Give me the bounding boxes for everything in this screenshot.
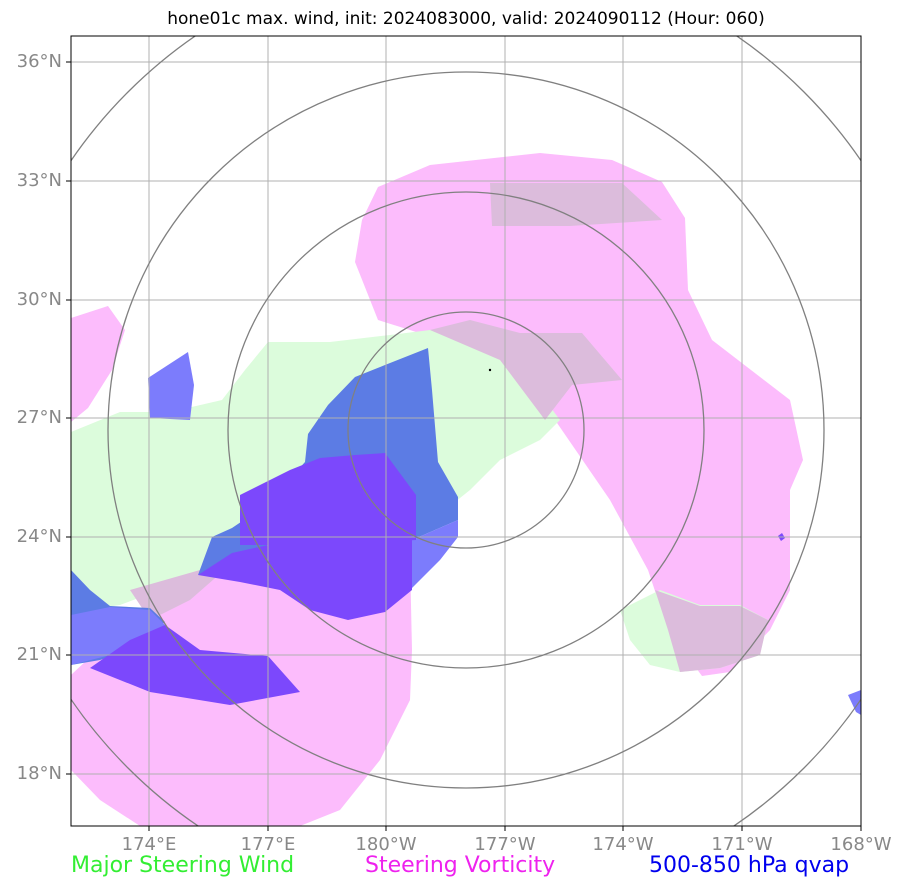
legend-major-steering-wind: Major Steering Wind (71, 853, 295, 878)
lat-label-30n: 30°N (16, 289, 62, 310)
storm-center-marker (488, 368, 492, 372)
axis-ticks (66, 61, 862, 831)
lat-label-24n: 24°N (16, 526, 62, 547)
lat-label-36n: 36°N (16, 51, 62, 72)
lon-label-177w: 177°W (474, 834, 536, 855)
lon-label-177e: 177°E (240, 834, 296, 855)
lon-label-168w: 168°W (830, 834, 892, 855)
lat-label-33n: 33°N (16, 170, 62, 191)
legend-qvap: 500-850 hPa qvap (649, 853, 850, 878)
lat-label-21n: 21°N (16, 644, 62, 665)
lat-label-18n: 18°N (16, 763, 62, 784)
lon-label-174w: 174°W (592, 834, 654, 855)
lat-label-27n: 27°N (16, 407, 62, 428)
legend-steering-vorticity: Steering Vorticity (365, 853, 556, 878)
lon-label-171w: 171°W (711, 834, 773, 855)
qvap-fill (71, 348, 861, 715)
lat-lon-grid (71, 36, 861, 826)
vorticity-wind-overlap (130, 183, 768, 672)
map-frame (70, 35, 862, 827)
lon-label-174e: 174°E (121, 834, 177, 855)
lon-label-180w: 180°W (355, 834, 417, 855)
map-title: hone01c max. wind, init: 2024083000, val… (167, 9, 765, 29)
